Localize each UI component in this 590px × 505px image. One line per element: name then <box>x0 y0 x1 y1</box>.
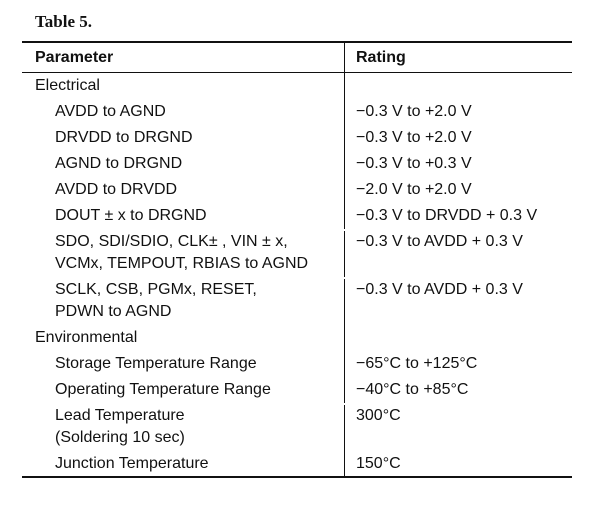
parameter-cell: DOUT ± x to DRGND <box>55 207 207 224</box>
parameter-cell-line-1: SDO, SDI/SDIO, CLK± , VIN ± x, <box>55 233 288 250</box>
table-row: SDO, SDI/SDIO, CLK± , VIN ± x, VCMx, TEM… <box>22 229 572 277</box>
rating-cell: −0.3 V to +2.0 V <box>356 103 472 120</box>
parameter-cell: DRVDD to DRGND <box>55 129 193 146</box>
table-row: Lead Temperature (Soldering 10 sec) 300°… <box>22 403 572 451</box>
section-row-environmental: Environmental <box>22 325 572 351</box>
table-row: AVDD to AGND −0.3 V to +2.0 V <box>22 99 572 125</box>
rating-cell: −65°C to +125°C <box>356 355 478 372</box>
parameter-cell: AVDD to DRVDD <box>55 181 178 198</box>
rating-cell: 300°C <box>356 407 401 424</box>
rating-cell: 150°C <box>356 455 401 472</box>
table-row: Junction Temperature 150°C <box>22 451 572 476</box>
header-rating: Rating <box>356 49 406 66</box>
table-title: Table 5. <box>35 12 93 31</box>
table-top-rule <box>22 41 572 43</box>
section-label-environmental: Environmental <box>35 329 138 346</box>
rating-cell: −0.3 V to AVDD + 0.3 V <box>356 281 523 298</box>
parameter-cell-line-1: SCLK, CSB, PGMx, RESET, <box>55 281 257 298</box>
section-label-electrical: Electrical <box>35 77 100 94</box>
table-row: Storage Temperature Range −65°C to +125°… <box>22 351 572 377</box>
rating-cell: −0.3 V to +0.3 V <box>356 155 472 172</box>
rating-cell: −40°C to +85°C <box>356 381 469 398</box>
rating-cell: −2.0 V to +2.0 V <box>356 181 472 198</box>
table-header-row: Parameter Rating <box>22 43 572 72</box>
parameter-cell: Storage Temperature Range <box>55 355 257 372</box>
parameter-cell: AVDD to AGND <box>55 103 166 120</box>
parameter-cell: Operating Temperature Range <box>55 381 271 398</box>
parameter-cell-line-2: (Soldering 10 sec) <box>55 429 185 446</box>
table-row: DOUT ± x to DRGND −0.3 V to DRVDD + 0.3 … <box>22 203 572 229</box>
table-bottom-rule <box>22 476 572 478</box>
table-row: AGND to DRGND −0.3 V to +0.3 V <box>22 151 572 177</box>
table-row: Operating Temperature Range −40°C to +85… <box>22 377 572 403</box>
table-row: AVDD to DRVDD −2.0 V to +2.0 V <box>22 177 572 203</box>
rating-cell: −0.3 V to DRVDD + 0.3 V <box>356 207 538 224</box>
header-parameter: Parameter <box>22 43 345 72</box>
parameter-cell-line-1: Lead Temperature <box>55 407 185 424</box>
parameter-cell-line-2: PDWN to AGND <box>55 303 172 320</box>
table-row: SCLK, CSB, PGMx, RESET, PDWN to AGND −0.… <box>22 277 572 325</box>
table-row: DRVDD to DRGND −0.3 V to +2.0 V <box>22 125 572 151</box>
parameter-cell: Junction Temperature <box>55 455 209 472</box>
table-header-rule <box>22 72 572 73</box>
rating-cell: −0.3 V to +2.0 V <box>356 129 472 146</box>
section-row-electrical: Electrical <box>22 73 572 99</box>
rating-cell: −0.3 V to AVDD + 0.3 V <box>356 233 523 250</box>
parameter-cell-line-2: VCMx, TEMPOUT, RBIAS to AGND <box>55 255 309 272</box>
parameter-cell: AGND to DRGND <box>55 155 183 172</box>
abs-max-ratings-table: Parameter Rating Electrical AVDD to AGND… <box>22 41 572 478</box>
